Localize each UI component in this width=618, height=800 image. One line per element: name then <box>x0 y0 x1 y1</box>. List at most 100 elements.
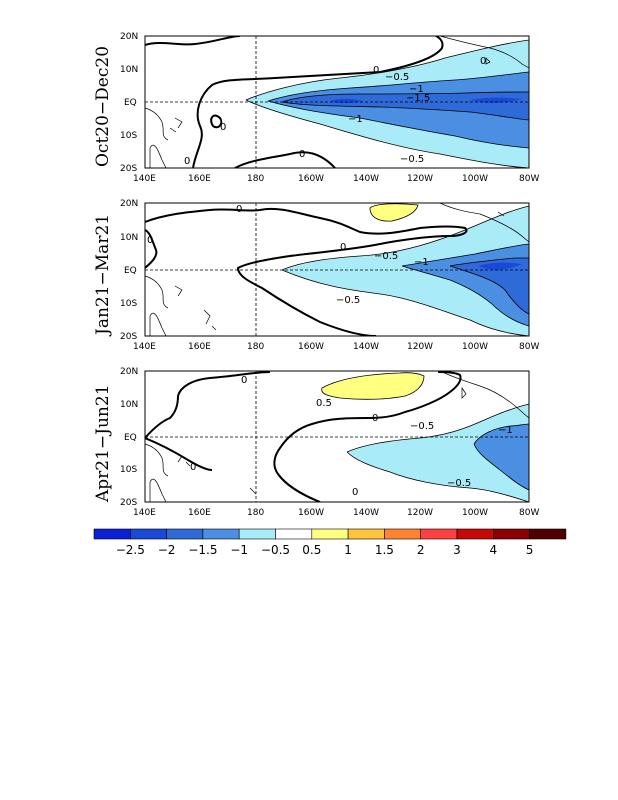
contour-label: 0 <box>340 242 346 253</box>
anomaly-fill-minus-0.5 <box>282 206 529 336</box>
panel-frame <box>144 370 530 503</box>
colorbar-label: −1 <box>230 543 248 557</box>
colorbar-swatch <box>275 528 313 540</box>
contour-minus-1 <box>267 71 529 149</box>
anomaly-fill-minus-2 <box>330 97 522 104</box>
zero-contour <box>145 208 468 336</box>
contour-minus-1 <box>401 243 529 327</box>
panel-title: Oct20−Dec20 <box>93 46 113 167</box>
colorbar-swatch <box>311 528 349 540</box>
lon-tick-label: 100W <box>462 342 488 352</box>
lon-tick-label: 100W <box>462 174 488 184</box>
colorbar-swatch <box>529 528 567 540</box>
lat-tick-label: EQ <box>124 433 137 443</box>
contour-minus-1 <box>473 423 529 491</box>
lon-tick-label: 160E <box>188 508 211 518</box>
colorbar-swatch <box>492 528 530 540</box>
contour-label: −0.5 <box>400 154 424 165</box>
colorbar-swatch <box>347 528 385 540</box>
contour-label: −1 <box>409 84 424 95</box>
lat-tick-label: 10S <box>120 299 137 309</box>
lon-tick-label: 140W <box>353 342 379 352</box>
contour-labels: 0 −0.5 −1 −0.5 0 0 <box>147 204 429 306</box>
anomaly-fill-minus-1 <box>474 424 529 490</box>
colorbar-label: −1.5 <box>188 543 217 557</box>
contour-label: −0.5 <box>385 72 409 83</box>
colorbar-label: 1.5 <box>375 543 394 557</box>
contour-label: −1 <box>348 114 363 125</box>
colorbar-label: 0.5 <box>302 543 321 557</box>
contour-label: −0.5 <box>336 295 360 306</box>
coastline <box>145 203 529 336</box>
contour-labels: 0 0.5 0 −0.5 −1 −0.5 0 0 <box>190 375 513 498</box>
contour-label: −1.5 <box>406 93 430 104</box>
contour-labels: 0 −0.5 −1 −1.5 −1 −0.5 0 0 0 0 <box>184 56 486 167</box>
lat-tick-label: 10S <box>120 131 137 141</box>
lon-tick-label: 160W <box>298 508 324 518</box>
zero-contour <box>145 371 462 502</box>
anomaly-fill-plus-0.5 <box>370 203 418 222</box>
contour-label: 0 <box>372 413 378 424</box>
contour-label: −0.5 <box>410 421 434 432</box>
colorbar-label: −2 <box>158 543 176 557</box>
lon-tick-label: 180 <box>247 174 264 184</box>
lon-tick-label: 160E <box>188 342 211 352</box>
colorbar-swatch <box>238 528 276 540</box>
lat-ticks: 20N 10N EQ 10S 20S <box>120 199 138 342</box>
lat-tick-label: 20S <box>120 498 137 508</box>
lon-tick-label: 160E <box>188 174 211 184</box>
panel-oct-dec-2020: 0 −0.5 −1 −1.5 −1 −0.5 0 0 0 0 Oct20−Dec… <box>93 32 539 184</box>
panel-frame <box>144 202 530 337</box>
zero-contour-blob <box>210 114 223 129</box>
zero-contour <box>192 36 444 168</box>
panel-frame <box>144 35 530 169</box>
zero-contour-south <box>234 151 336 168</box>
lat-tick-label: 20S <box>120 332 137 342</box>
contour-label: 0 <box>190 462 196 473</box>
contour-label: 0 <box>352 487 358 498</box>
lat-tick-label: EQ <box>124 266 137 276</box>
colorbar-swatch <box>166 528 204 540</box>
colorbar-label: 5 <box>526 543 534 557</box>
contour-label: 0 <box>220 122 226 133</box>
lon-ticks: 140E 160E 180 160W 140W 120W 100W 80W <box>133 508 539 518</box>
lon-tick-label: 80W <box>519 342 539 352</box>
lon-ticks: 140E 160E 180 160W 140W 120W 100W 80W <box>133 342 539 352</box>
anomaly-fill-minus-2 <box>478 262 522 270</box>
contour-minus-1.5 <box>281 91 529 121</box>
contour-plus-0.5 <box>369 203 419 222</box>
contour-minus-0.5 <box>245 39 529 168</box>
zero-contour-west <box>145 36 241 46</box>
lon-tick-label: 140E <box>133 342 156 352</box>
lon-tick-label: 160W <box>298 342 324 352</box>
contour-label: 0 <box>184 156 190 167</box>
contour-label: 0 <box>480 56 486 67</box>
lon-tick-label: 80W <box>519 508 539 518</box>
contour-plus-0.5 <box>321 372 425 400</box>
colorbar-swatch <box>384 528 421 540</box>
lat-ticks: 20N 10N EQ 10S 20S <box>120 32 138 174</box>
anomaly-fill-plus-0.5 <box>321 372 424 400</box>
contour-label: 0 <box>373 65 379 76</box>
zero-contour-west <box>145 229 158 269</box>
colorbar: −2.5 −2 −1.5 −1 −0.5 0.5 1 1.5 2 3 4 5 <box>93 528 567 557</box>
lat-tick-label: 20N <box>120 32 138 42</box>
contour-label: −0.5 <box>447 478 471 489</box>
contour-minus-0.5 <box>281 205 529 336</box>
lon-tick-label: 140W <box>353 174 379 184</box>
coastline <box>145 371 529 502</box>
lat-tick-label: 20N <box>120 199 138 209</box>
colorbar-label: 2 <box>417 543 425 557</box>
colorbar-label: 1 <box>344 543 352 557</box>
panel-apr-jun-2021: 0 0.5 0 −0.5 −1 −0.5 0 0 Apr21−Jun21 20N… <box>93 367 539 518</box>
lat-tick-label: EQ <box>124 98 137 108</box>
colorbar-swatch <box>93 528 131 540</box>
colorbar-label: −2.5 <box>116 543 145 557</box>
colorbar-swatch <box>130 528 167 540</box>
lon-tick-label: 80W <box>519 174 539 184</box>
coastline <box>145 36 529 168</box>
colorbar-swatch <box>456 528 494 540</box>
contour-label: 0 <box>236 204 242 215</box>
lat-tick-label: 10N <box>120 400 138 410</box>
